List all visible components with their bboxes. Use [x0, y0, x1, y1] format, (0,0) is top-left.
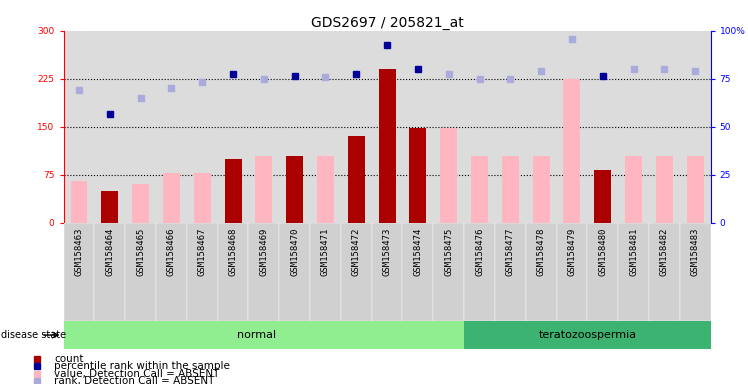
- Bar: [248, 223, 279, 321]
- Text: disease state: disease state: [1, 330, 67, 340]
- Bar: [595, 170, 611, 223]
- Text: value, Detection Call = ABSENT: value, Detection Call = ABSENT: [55, 369, 220, 379]
- Bar: [372, 223, 402, 321]
- Bar: [557, 223, 587, 321]
- Bar: [310, 223, 341, 321]
- Text: GSM158474: GSM158474: [414, 228, 423, 276]
- Bar: [533, 156, 550, 223]
- Text: GSM158469: GSM158469: [260, 228, 269, 276]
- Bar: [132, 184, 149, 223]
- Title: GDS2697 / 205821_at: GDS2697 / 205821_at: [310, 16, 464, 30]
- Text: GSM158471: GSM158471: [321, 228, 330, 276]
- Bar: [64, 321, 464, 349]
- Bar: [649, 223, 680, 321]
- Text: GSM158478: GSM158478: [536, 228, 545, 276]
- Bar: [433, 223, 464, 321]
- Bar: [64, 223, 94, 321]
- Text: GSM158477: GSM158477: [506, 228, 515, 276]
- Bar: [286, 156, 303, 223]
- Text: GSM158465: GSM158465: [136, 228, 145, 276]
- Bar: [471, 156, 488, 223]
- Text: GSM158467: GSM158467: [197, 228, 206, 276]
- Bar: [70, 181, 88, 223]
- Bar: [218, 223, 248, 321]
- Text: GSM158470: GSM158470: [290, 228, 299, 276]
- Text: GSM158468: GSM158468: [229, 228, 238, 276]
- Text: GSM158476: GSM158476: [475, 228, 484, 276]
- Bar: [409, 128, 426, 223]
- Bar: [101, 191, 118, 223]
- Text: percentile rank within the sample: percentile rank within the sample: [55, 361, 230, 371]
- Text: GSM158464: GSM158464: [105, 228, 114, 276]
- Bar: [680, 223, 711, 321]
- Bar: [224, 159, 242, 223]
- Text: GSM158475: GSM158475: [444, 228, 453, 276]
- Bar: [187, 223, 218, 321]
- Bar: [656, 156, 673, 223]
- Bar: [279, 223, 310, 321]
- Text: GSM158472: GSM158472: [352, 228, 361, 276]
- Bar: [502, 156, 519, 223]
- Bar: [587, 223, 618, 321]
- Text: teratozoospermia: teratozoospermia: [539, 330, 637, 340]
- Bar: [348, 136, 365, 223]
- Text: GSM158473: GSM158473: [382, 228, 392, 276]
- Bar: [464, 321, 726, 349]
- Bar: [402, 223, 433, 321]
- Bar: [441, 128, 457, 223]
- Bar: [341, 223, 372, 321]
- Text: GSM158482: GSM158482: [660, 228, 669, 276]
- Bar: [687, 156, 704, 223]
- Text: GSM158463: GSM158463: [75, 228, 84, 276]
- Bar: [625, 156, 642, 223]
- Text: GSM158480: GSM158480: [598, 228, 607, 276]
- Bar: [317, 156, 334, 223]
- Text: GSM158483: GSM158483: [690, 228, 699, 276]
- Text: GSM158466: GSM158466: [167, 228, 176, 276]
- Text: normal: normal: [236, 330, 276, 340]
- Bar: [125, 223, 156, 321]
- Text: count: count: [55, 354, 84, 364]
- Bar: [563, 79, 580, 223]
- Bar: [94, 223, 125, 321]
- Text: GSM158479: GSM158479: [568, 228, 577, 276]
- Text: GSM158481: GSM158481: [629, 228, 638, 276]
- Bar: [495, 223, 526, 321]
- Bar: [378, 69, 396, 223]
- Bar: [255, 156, 272, 223]
- Bar: [156, 223, 187, 321]
- Bar: [526, 223, 557, 321]
- Bar: [618, 223, 649, 321]
- Bar: [194, 173, 211, 223]
- Text: rank, Detection Call = ABSENT: rank, Detection Call = ABSENT: [55, 376, 215, 384]
- Bar: [464, 223, 495, 321]
- Bar: [163, 173, 180, 223]
